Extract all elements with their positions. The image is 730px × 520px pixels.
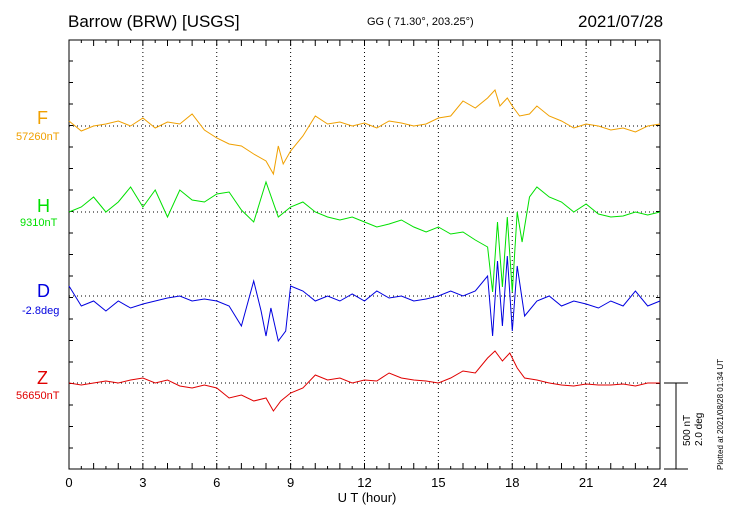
x-tick-label: 0 bbox=[65, 475, 72, 490]
plotted-timestamp: Plotted at 2021/08/28 01:34 UT bbox=[716, 358, 725, 470]
series-f-line bbox=[68, 89, 661, 176]
series-h-line bbox=[68, 180, 661, 293]
scale-bar bbox=[664, 382, 688, 470]
series-z-line bbox=[68, 350, 660, 412]
channel-f-label: F bbox=[37, 108, 48, 128]
series-d-line bbox=[68, 255, 661, 343]
x-axis-ticks: 0 3 6 9 12 15 18 21 24 bbox=[65, 475, 667, 490]
x-tick-label: 9 bbox=[287, 475, 294, 490]
x-tick-label: 24 bbox=[653, 475, 667, 490]
scale-angle-label: 2.0 deg bbox=[694, 412, 705, 446]
channel-h-label: H bbox=[37, 196, 50, 216]
x-tick-label: 3 bbox=[139, 475, 146, 490]
x-tick-label: 6 bbox=[213, 475, 220, 490]
x-tick-label: 18 bbox=[505, 475, 519, 490]
channel-z-label: Z bbox=[37, 368, 48, 388]
chart-traces bbox=[68, 89, 661, 412]
chart-grid bbox=[69, 40, 660, 469]
channel-z-baseline: 56650nT bbox=[16, 390, 60, 402]
station-coords: GG ( 71.30°, 203.25°) bbox=[367, 16, 474, 28]
scale-field-label: 500 nT bbox=[682, 414, 693, 446]
chart-frame bbox=[68, 39, 661, 470]
station-title: Barrow (BRW) [USGS] bbox=[68, 12, 240, 31]
channel-f-baseline: 57260nT bbox=[16, 131, 60, 143]
channel-h-baseline: 9310nT bbox=[20, 217, 58, 229]
channel-d-label: D bbox=[37, 281, 50, 301]
channel-d-baseline: -2.8deg bbox=[22, 305, 60, 317]
x-tick-label: 12 bbox=[357, 475, 371, 490]
x-tick-label: 21 bbox=[579, 475, 593, 490]
x-tick-label: 15 bbox=[431, 475, 445, 490]
date-label: 2021/07/28 bbox=[578, 12, 664, 31]
